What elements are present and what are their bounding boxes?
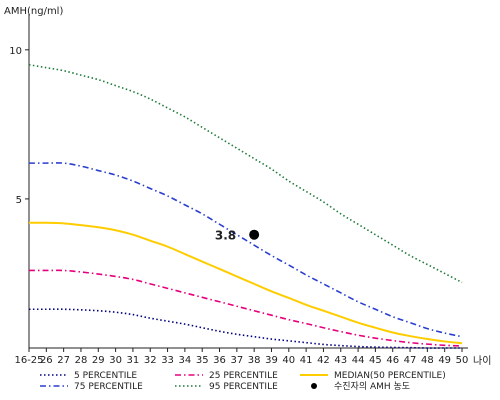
x-tick-label: 33 <box>161 355 174 366</box>
axes: AMH(ng/ml) 나이 <box>4 6 491 367</box>
x-tick-label: 27 <box>57 355 70 366</box>
series-line-3 <box>29 162 463 338</box>
legend-label-0: 5 PERCENTILE <box>74 371 137 381</box>
x-tick-label: 30 <box>109 355 122 366</box>
x-tick-label: 36 <box>213 355 226 366</box>
x-tick-label: 38 <box>248 355 261 366</box>
x-tick-label: 47 <box>404 355 417 366</box>
x-tick-label: 34 <box>179 355 192 366</box>
legend-label-3: 75 PERCENTILE <box>74 382 143 392</box>
x-tick-label: 50 <box>456 355 469 366</box>
legend-label-1: 25 PERCENTILE <box>209 371 278 381</box>
series-line-4 <box>28 63 463 284</box>
x-tick-label: 26 <box>40 355 53 366</box>
x-tick-label: 42 <box>317 355 330 366</box>
x-tick-label: 45 <box>369 355 382 366</box>
x-tick-label: 29 <box>92 355 105 366</box>
y-axis-title: AMH(ng/ml) <box>4 6 63 17</box>
patient-amh-value-label: 3.8 <box>215 229 236 243</box>
x-tick-label: 41 <box>300 355 313 366</box>
x-tick-label: 39 <box>265 355 278 366</box>
x-tick-label: 28 <box>75 355 88 366</box>
legend-marker-label: 수진자의 AMH 농도 <box>334 381 410 392</box>
series-line-1 <box>28 269 463 347</box>
x-tick-label: 31 <box>127 355 140 366</box>
patient-amh-point <box>249 229 260 240</box>
patient-marker: 3.8 <box>215 229 260 243</box>
legend-label-4: 95 PERCENTILE <box>209 382 278 392</box>
x-axis-title: 나이 <box>473 355 491 367</box>
y-ticks: 5 10 <box>9 46 29 206</box>
x-tick-label: 46 <box>386 355 399 366</box>
series-line-2 <box>28 221 463 345</box>
x-tick-label: 49 <box>438 355 451 366</box>
x-tick-label: 35 <box>196 355 209 366</box>
series-lines <box>28 63 463 349</box>
x-tick-label: 32 <box>144 355 157 366</box>
x-tick-label: 16-25 <box>14 355 43 366</box>
x-tick-label: 37 <box>230 355 243 366</box>
x-tick-label: 44 <box>352 355 365 366</box>
x-tick-label: 43 <box>334 355 347 366</box>
x-tick-label: 48 <box>421 355 434 366</box>
y-tick-label: 5 <box>16 195 22 206</box>
series-line-0 <box>29 308 462 349</box>
legend: 5 PERCENTILE 25 PERCENTILE MEDIAN(50 PERCE… <box>40 371 446 392</box>
legend-marker-swatch <box>311 383 317 389</box>
legend-label-2: MEDIAN(50 PERCENTILE) <box>334 371 446 381</box>
x-tick-label: 40 <box>282 355 295 366</box>
y-tick-label: 10 <box>9 46 22 57</box>
